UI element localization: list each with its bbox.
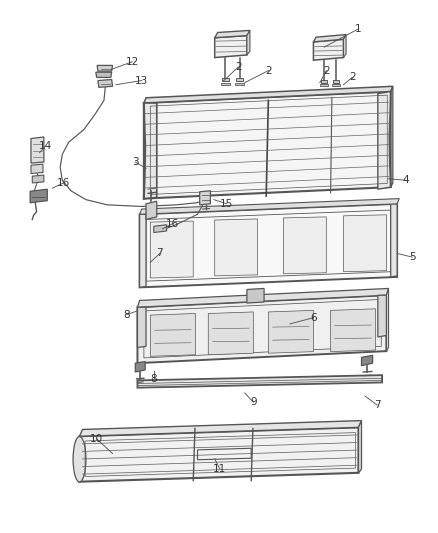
Polygon shape [222,78,229,81]
Polygon shape [144,86,393,103]
Text: 5: 5 [409,252,416,262]
Polygon shape [321,80,327,83]
Polygon shape [154,225,166,232]
Polygon shape [247,30,250,55]
Text: 2: 2 [323,66,330,76]
Polygon shape [215,30,250,38]
Polygon shape [98,79,113,87]
Polygon shape [391,86,393,187]
Polygon shape [331,309,376,352]
Text: 2: 2 [235,62,242,72]
Polygon shape [31,137,44,163]
Text: 1: 1 [355,24,362,34]
Polygon shape [138,295,386,363]
Polygon shape [386,288,389,351]
Text: 10: 10 [90,434,103,444]
Polygon shape [135,361,145,372]
Polygon shape [140,214,146,287]
Text: 16: 16 [166,219,179,229]
Polygon shape [30,189,47,203]
Polygon shape [215,219,258,276]
Polygon shape [378,295,386,337]
Polygon shape [343,215,386,272]
Polygon shape [79,421,361,436]
Text: 2: 2 [265,66,272,76]
Polygon shape [361,356,373,366]
Text: 16: 16 [57,178,70,188]
Polygon shape [358,421,361,473]
Polygon shape [268,310,314,353]
Polygon shape [144,103,157,199]
Polygon shape [391,204,397,277]
Polygon shape [215,36,247,58]
Polygon shape [333,80,339,83]
Polygon shape [31,164,43,174]
Text: 3: 3 [132,157,138,167]
Ellipse shape [73,437,86,482]
Text: 11: 11 [213,464,226,474]
Text: 13: 13 [135,76,148,86]
Polygon shape [283,217,326,274]
Polygon shape [138,307,146,348]
Text: 8: 8 [150,374,157,384]
Polygon shape [79,427,358,482]
Polygon shape [235,83,244,85]
Polygon shape [236,78,243,81]
Text: 15: 15 [220,199,233,209]
Text: 14: 14 [39,141,52,151]
Text: 4: 4 [403,175,409,185]
Polygon shape [247,288,264,303]
Polygon shape [140,204,397,287]
Text: 12: 12 [126,56,139,67]
Polygon shape [144,92,391,199]
Text: 9: 9 [250,397,257,407]
Polygon shape [96,72,112,77]
Polygon shape [138,375,382,387]
Polygon shape [378,92,391,189]
Polygon shape [138,288,389,307]
Polygon shape [208,312,253,355]
Polygon shape [200,191,210,205]
Polygon shape [32,175,44,183]
Polygon shape [97,66,113,71]
Text: 8: 8 [124,310,130,320]
Polygon shape [221,83,230,85]
Polygon shape [343,35,346,58]
Text: 6: 6 [310,313,317,322]
Polygon shape [146,201,157,220]
Text: 7: 7 [156,248,163,259]
Polygon shape [150,313,195,357]
Text: 2: 2 [349,72,355,83]
Polygon shape [140,199,399,214]
Polygon shape [320,84,328,86]
Polygon shape [150,221,193,278]
Polygon shape [314,35,346,42]
Polygon shape [332,84,340,86]
Text: 7: 7 [374,400,380,410]
Polygon shape [314,39,343,60]
